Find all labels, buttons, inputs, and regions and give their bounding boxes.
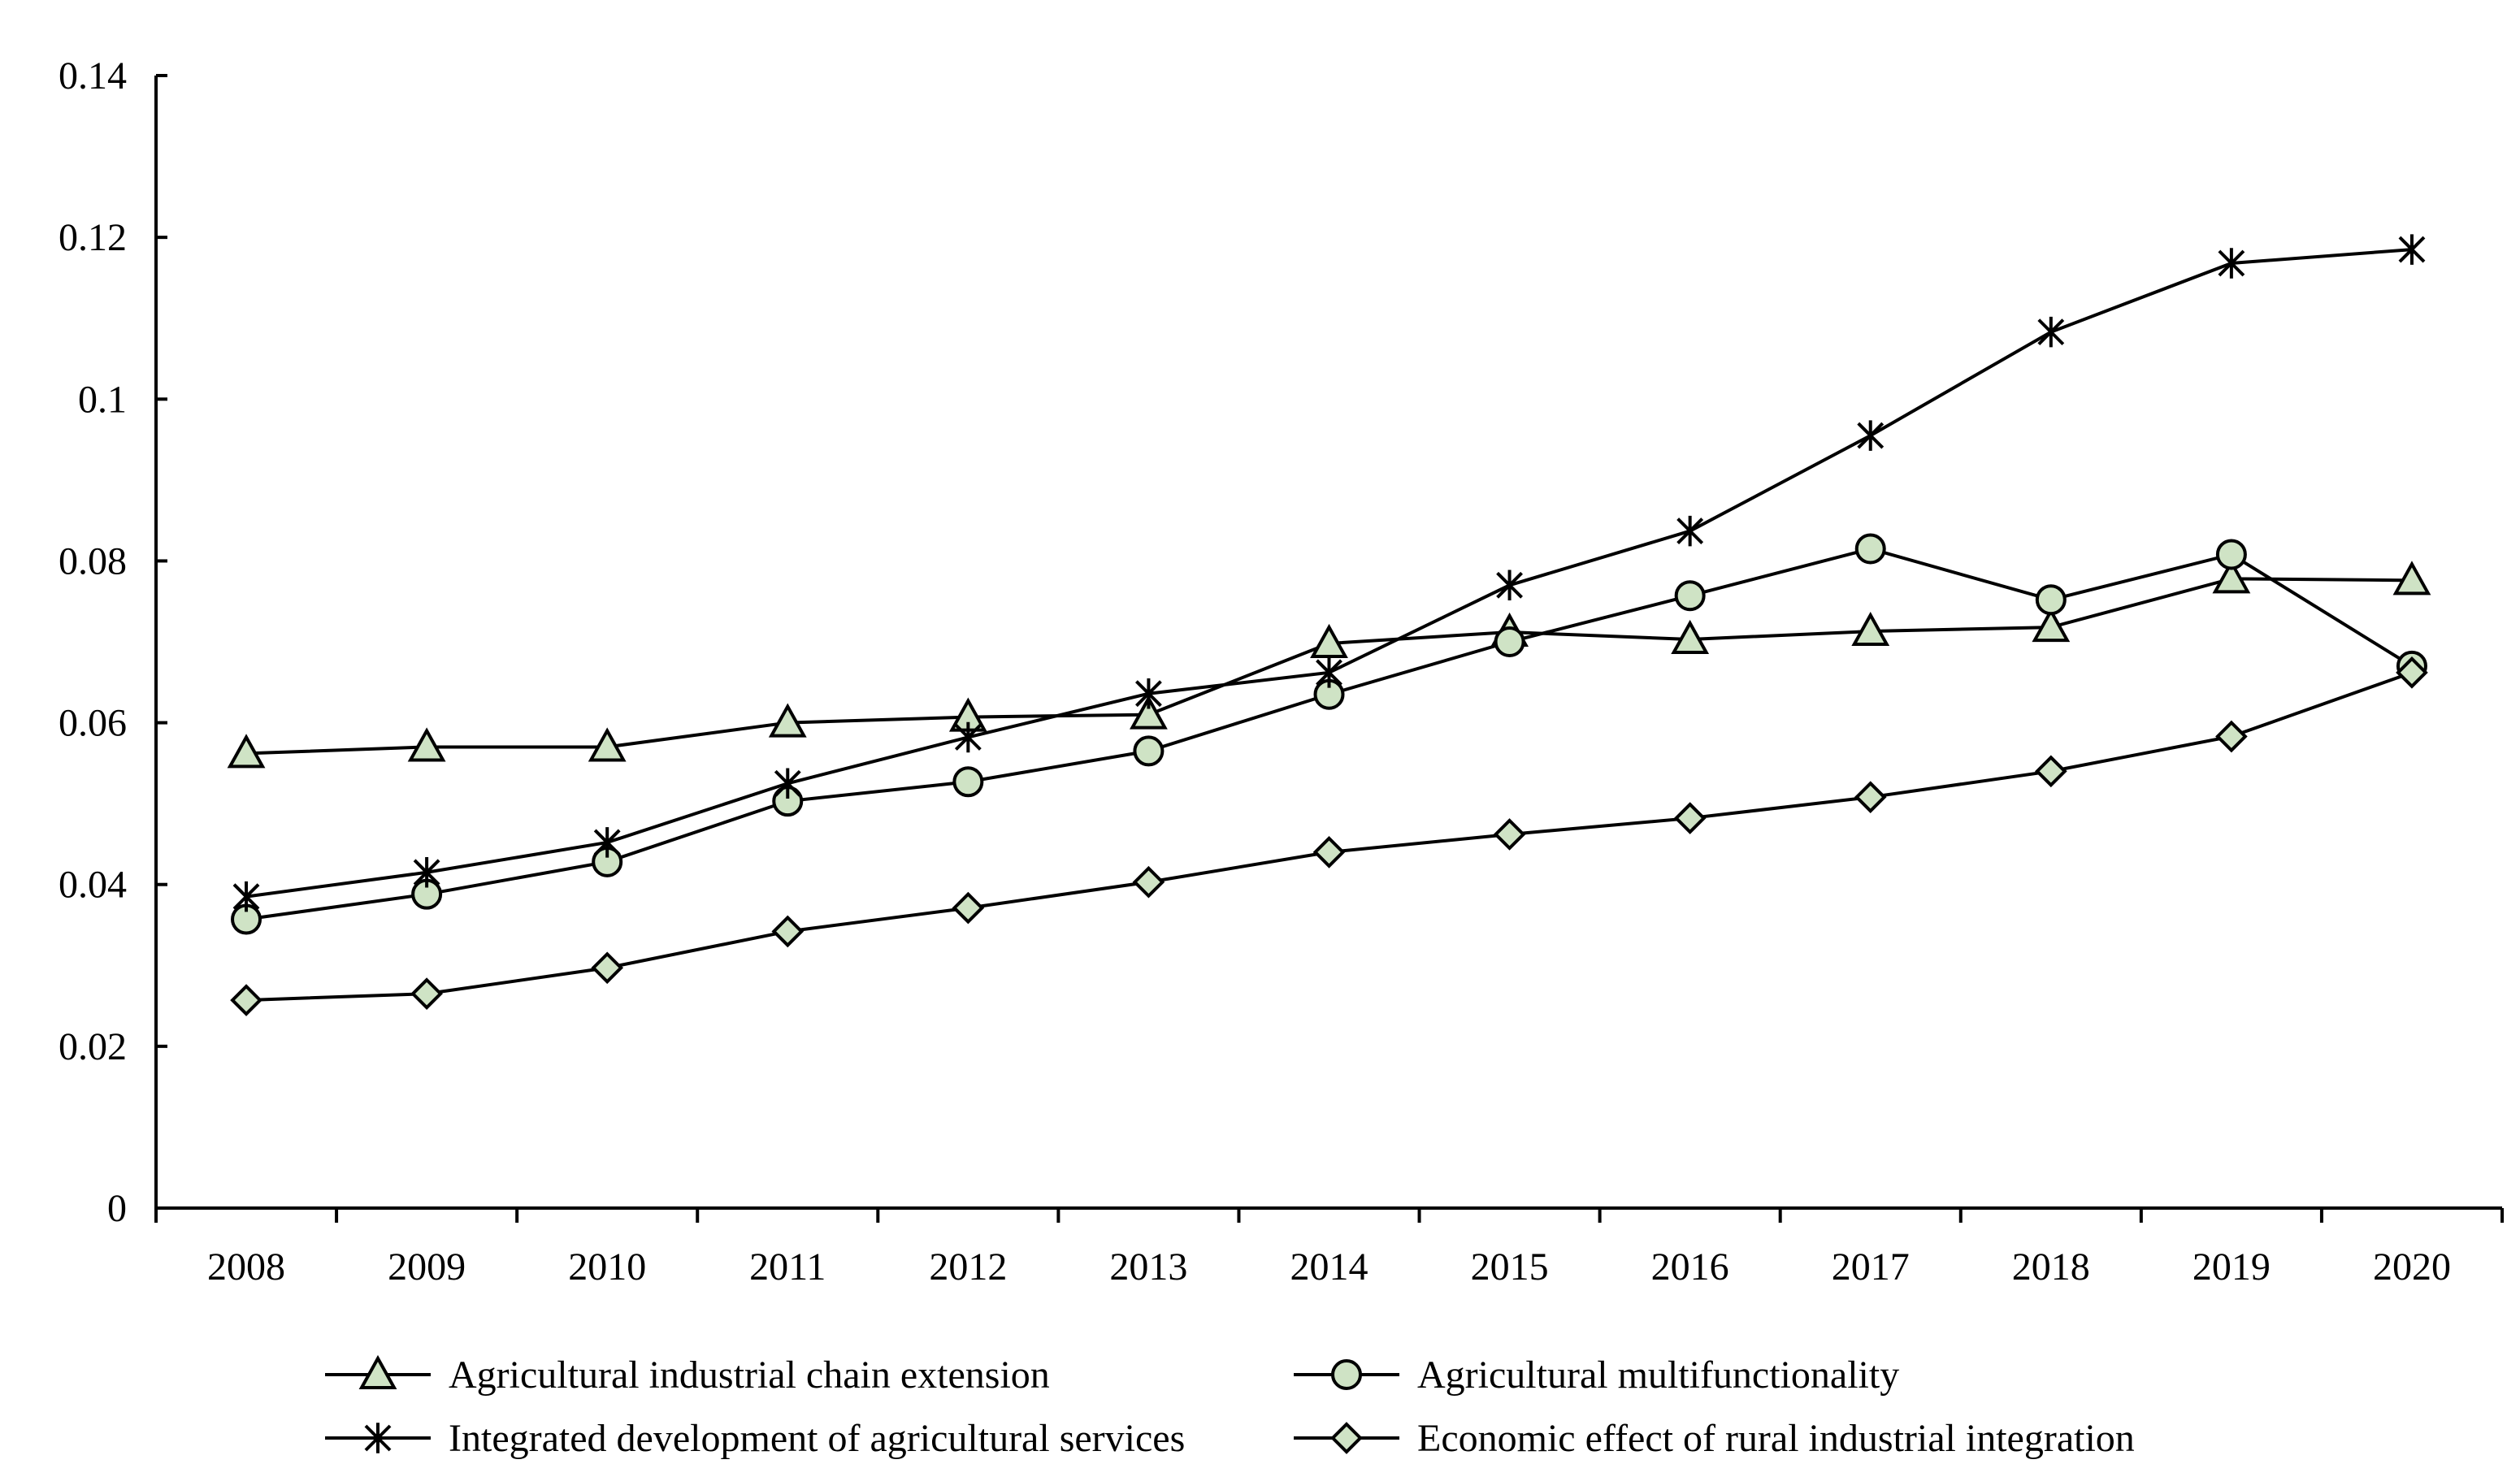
x-tick-label-2009: 2009	[388, 1245, 466, 1289]
data-point-agricultural-industrial-chain-extension-2014	[1310, 623, 1348, 658]
data-point-economic-effect-of-rural-industrial-integration-2010	[591, 951, 624, 985]
x-tick-label-2010: 2010	[568, 1245, 646, 1289]
data-point-economic-effect-of-rural-industrial-integration-2009	[410, 977, 443, 1010]
legend-marker-circle	[1331, 1359, 1362, 1390]
x-tick-label-2012: 2012	[929, 1245, 1007, 1289]
data-point-integrated-development-of-agricultural-services-2012	[954, 721, 982, 753]
data-point-agricultural-industrial-chain-extension-2011	[768, 703, 807, 738]
x-tick-label-2018: 2018	[2012, 1245, 2090, 1289]
series-line-integrated-development-of-agricultural-services	[245, 248, 2413, 899]
x-tick-label-2008: 2008	[207, 1245, 285, 1289]
data-point-economic-effect-of-rural-industrial-integration-2008	[230, 984, 262, 1016]
y-tick-label: 0	[107, 1187, 127, 1230]
y-tick-label: 0.12	[59, 216, 127, 259]
x-tick-label-2017: 2017	[1832, 1245, 1910, 1289]
legend-label: Integrated development of agricultural s…	[449, 1417, 1185, 1460]
data-point-integrated-development-of-agricultural-services-2008	[232, 881, 260, 912]
series-agricultural-multifunctionality	[231, 533, 2427, 935]
data-point-economic-effect-of-rural-industrial-integration-2011	[771, 915, 805, 948]
data-point-agricultural-industrial-chain-extension-2020	[2392, 561, 2431, 596]
data-point-integrated-development-of-agricultural-services-2015	[1496, 570, 1523, 601]
y-tick-label: 0.04	[59, 864, 127, 907]
data-point-economic-effect-of-rural-industrial-integration-2017	[1854, 781, 1887, 814]
x-tick-label-2014: 2014	[1290, 1245, 1368, 1289]
series-economic-effect-of-rural-industrial-integration	[230, 656, 2428, 1016]
series-layer	[227, 234, 2431, 1016]
data-point-integrated-development-of-agricultural-services-2009	[413, 857, 440, 888]
axes: 0 0.02 0.04 0.06 0.08 0.1 0.12 0.14 2008 2009 2010…	[59, 54, 2504, 1289]
data-point-agricultural-industrial-chain-extension-2009	[407, 727, 446, 762]
data-point-agricultural-industrial-chain-extension-2016	[1671, 619, 1710, 655]
data-point-agricultural-industrial-chain-extension-2017	[1851, 611, 1890, 647]
data-point-economic-effect-of-rural-industrial-integration-2020	[2396, 656, 2428, 689]
data-point-integrated-development-of-agricultural-services-2019	[2218, 248, 2245, 279]
y-tick-label: 0.06	[59, 702, 127, 745]
legend-label: Economic effect of rural industrial inte…	[1417, 1417, 2135, 1460]
data-point-integrated-development-of-agricultural-services-2014	[1316, 657, 1342, 688]
series-integrated-development-of-agricultural-services	[232, 234, 2426, 912]
data-point-agricultural-industrial-chain-extension-2018	[2032, 607, 2071, 643]
legend-item-agricultural-multifunctionality: Agricultural multifunctionality	[1294, 1354, 1899, 1397]
data-point-integrated-development-of-agricultural-services-2011	[774, 768, 801, 799]
data-point-agricultural-industrial-chain-extension-2019	[2212, 559, 2251, 594]
y-tick-label: 0.08	[59, 539, 127, 583]
x-tick-label-2013: 2013	[1109, 1245, 1187, 1289]
y-tick-label: 0.14	[59, 54, 127, 97]
data-point-agricultural-industrial-chain-extension-2013	[1130, 695, 1168, 730]
legend: Agricultural industrial chain extension A…	[325, 1354, 2135, 1460]
legend-label: Agricultural industrial chain extension	[449, 1354, 1050, 1397]
y-tick-label: 0.02	[59, 1025, 127, 1068]
data-point-agricultural-multifunctionality-2018	[2035, 584, 2067, 616]
legend-label: Agricultural multifunctionality	[1417, 1354, 1899, 1397]
x-tick-label-2016: 2016	[1651, 1245, 1729, 1289]
data-point-economic-effect-of-rural-industrial-integration-2013	[1132, 865, 1165, 899]
data-point-agricultural-multifunctionality-2012	[952, 766, 984, 798]
data-point-agricultural-industrial-chain-extension-2008	[227, 734, 266, 769]
data-point-integrated-development-of-agricultural-services-2010	[593, 827, 621, 858]
x-tick-label-2020: 2020	[2373, 1245, 2451, 1289]
y-tick-label: 0.1	[78, 378, 127, 421]
data-point-economic-effect-of-rural-industrial-integration-2018	[2034, 755, 2067, 788]
legend-item-agricultural-industrial-chain-extension: Agricultural industrial chain extension	[325, 1354, 1050, 1397]
data-point-agricultural-multifunctionality-2017	[1854, 533, 1886, 565]
legend-item-economic-effect-of-rural-industrial-integration: Economic effect of rural industrial inte…	[1294, 1417, 2135, 1460]
series-agricultural-industrial-chain-extension	[227, 559, 2431, 769]
data-point-integrated-development-of-agricultural-services-2017	[1857, 420, 1885, 451]
data-point-economic-effect-of-rural-industrial-integration-2016	[1673, 802, 1707, 834]
data-point-economic-effect-of-rural-industrial-integration-2015	[1493, 818, 1526, 851]
legend-marker-star	[364, 1423, 392, 1453]
data-point-integrated-development-of-agricultural-services-2013	[1135, 678, 1162, 709]
data-point-economic-effect-of-rural-industrial-integration-2019	[2215, 720, 2248, 753]
x-tick-label-2015: 2015	[1471, 1245, 1549, 1289]
data-point-agricultural-multifunctionality-2015	[1494, 626, 1525, 657]
data-point-integrated-development-of-agricultural-services-2020	[2398, 234, 2426, 265]
data-point-integrated-development-of-agricultural-services-2018	[2037, 316, 2065, 348]
legend-marker-diamond	[1330, 1422, 1363, 1454]
data-point-agricultural-industrial-chain-extension-2010	[588, 727, 627, 762]
data-point-economic-effect-of-rural-industrial-integration-2014	[1312, 836, 1346, 868]
data-point-agricultural-multifunctionality-2019	[2215, 539, 2247, 570]
data-point-integrated-development-of-agricultural-services-2016	[1676, 515, 1704, 547]
data-point-agricultural-multifunctionality-2013	[1133, 735, 1165, 767]
legend-marker-triangle	[358, 1354, 397, 1389]
x-tick-label-2019: 2019	[2193, 1245, 2271, 1289]
legend-item-integrated-development-of-agricultural-services: Integrated development of agricultural s…	[325, 1417, 1185, 1460]
data-point-economic-effect-of-rural-industrial-integration-2012	[952, 891, 985, 925]
data-point-agricultural-multifunctionality-2016	[1674, 580, 1706, 612]
x-tick-label-2011: 2011	[749, 1245, 826, 1289]
